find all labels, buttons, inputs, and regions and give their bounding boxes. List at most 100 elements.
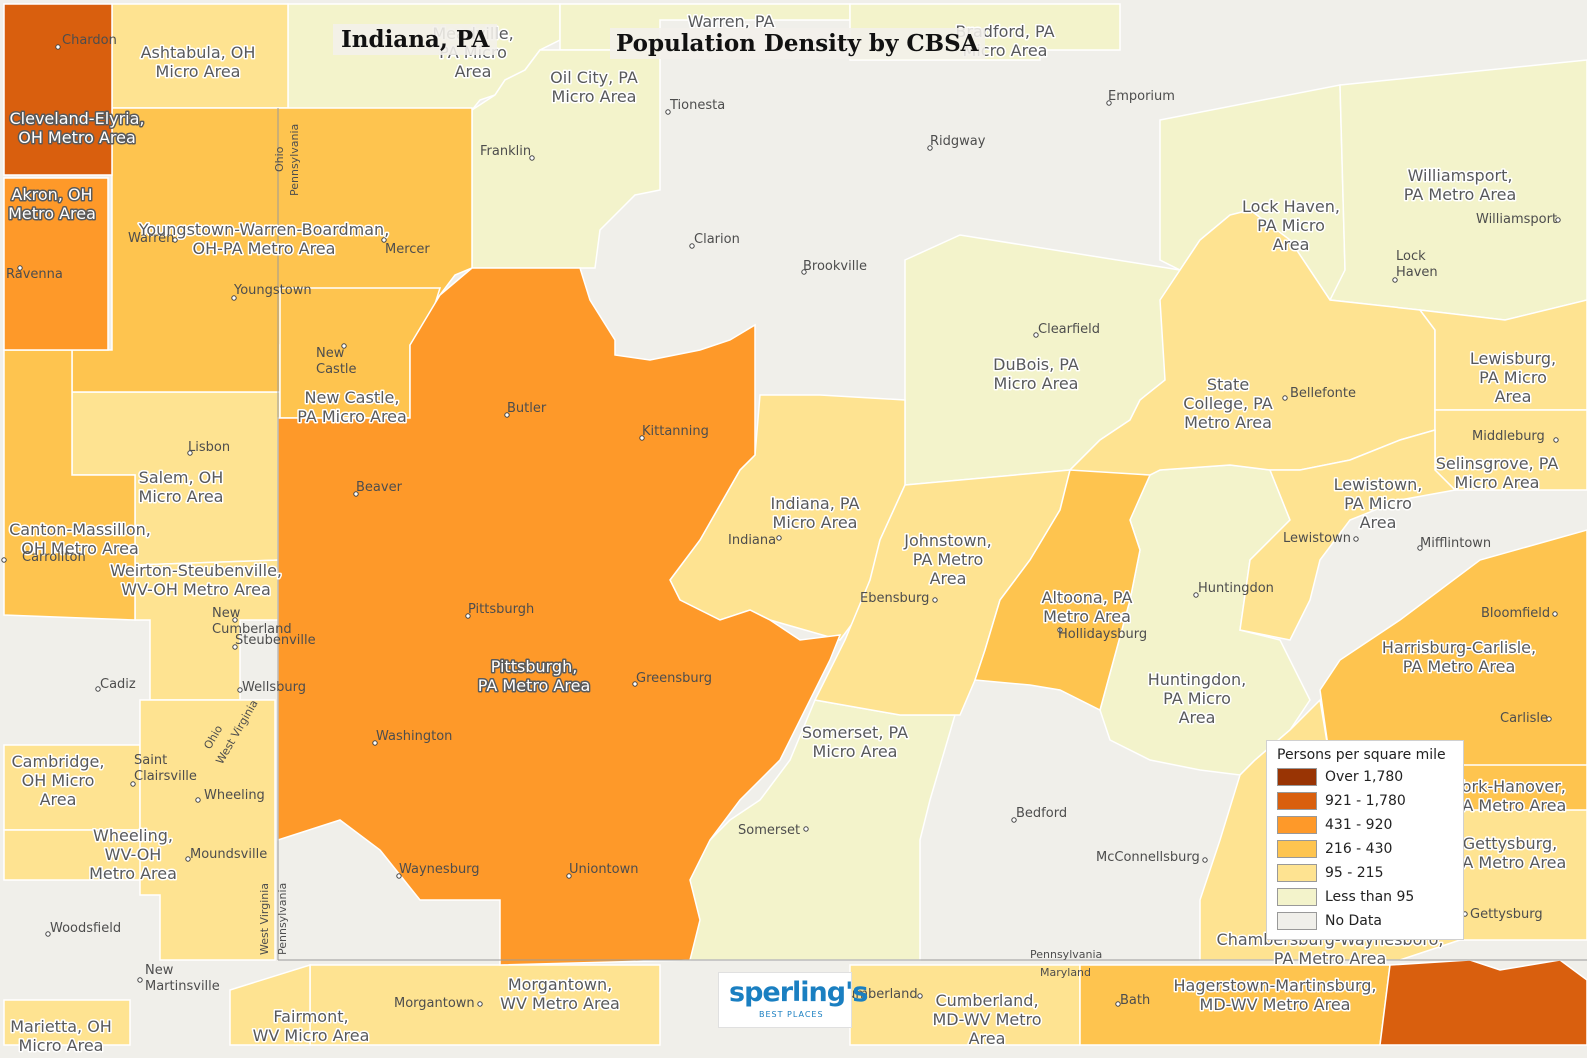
city-marker: Kittanning — [639, 424, 709, 441]
region-marietta — [3, 999, 131, 1046]
city-label: Lock Haven — [1396, 249, 1438, 280]
city-dot-icon — [231, 295, 237, 301]
city-dot-icon — [372, 740, 378, 746]
city-dot-icon — [95, 686, 101, 692]
cbsa-label: Harrisburg-Carlisle, PA Metro Area — [1382, 638, 1536, 676]
legend-swatch — [1277, 816, 1317, 834]
city-dot-icon — [529, 155, 535, 161]
legend-item: 431 - 920 — [1277, 815, 1392, 835]
city-marker: Ravenna — [6, 265, 63, 282]
city-label: Ebensburg — [860, 591, 929, 606]
state-label: West Virginia — [258, 883, 271, 955]
city-marker: McConnellsburg — [1096, 850, 1208, 865]
city-label: Greensburg — [636, 671, 712, 686]
city-dot-icon — [195, 797, 201, 803]
city-dot-icon — [1552, 611, 1558, 617]
city-marker: Carlisle — [1500, 711, 1552, 726]
city-label: Kittanning — [642, 424, 709, 439]
city-dot-icon — [1282, 395, 1288, 401]
city-marker: Wheeling — [195, 788, 265, 803]
legend-label: 95 - 215 — [1325, 865, 1384, 881]
city-label: Chardon — [62, 33, 117, 48]
city-marker: Gettysburg — [1462, 907, 1543, 922]
city-marker: New Martinsville — [137, 963, 220, 994]
city-dot-icon — [504, 412, 510, 418]
legend-item: 921 - 1,780 — [1277, 791, 1406, 811]
cbsa-label: Indiana, PA Micro Area — [771, 494, 860, 532]
city-marker: Beaver — [353, 480, 403, 497]
city-dot-icon — [465, 613, 471, 619]
state-label: Maryland — [1040, 966, 1091, 979]
sperlings-logo[interactable]: sperling's BEST PLACES — [718, 972, 868, 1028]
city-marker: Moundsville — [185, 847, 267, 862]
legend-swatch — [1277, 840, 1317, 858]
city-dot-icon — [1353, 536, 1359, 542]
cbsa-label: State College, PA Metro Area — [1183, 375, 1272, 432]
city-label: Franklin — [480, 144, 531, 159]
city-marker: Franklin — [480, 144, 535, 161]
city-label: Lewistown — [1283, 531, 1351, 546]
city-label: Wheeling — [204, 788, 265, 803]
city-marker: Ebensburg — [860, 591, 938, 606]
city-label: Carrollton — [22, 550, 86, 565]
legend-title: Persons per square mile — [1277, 747, 1446, 763]
city-label: Washington — [376, 729, 452, 744]
city-dot-icon — [353, 491, 359, 497]
city-dot-icon — [1057, 627, 1063, 633]
city-marker: Woodsfield — [45, 921, 121, 937]
city-label: Bath — [1120, 993, 1150, 1008]
cbsa-label: Selinsgrove, PA Micro Area — [1436, 454, 1559, 492]
city-label: Pittsburgh — [468, 602, 534, 617]
cbsa-label: Somerset, PA Micro Area — [802, 723, 908, 761]
city-label: Bellefonte — [1290, 386, 1356, 401]
legend-swatch — [1277, 864, 1317, 882]
city-marker: Uniontown — [566, 862, 638, 879]
city-dot-icon — [172, 237, 178, 243]
city-marker: Butler — [504, 401, 547, 418]
city-marker: Cumberland — [838, 987, 923, 1002]
city-labels: Chardon Tionesta Emporium Franklin Ridgway Wa… — [1, 33, 1561, 1011]
city-dot-icon — [1546, 716, 1552, 722]
legend-label: No Data — [1325, 913, 1382, 929]
city-dot-icon — [396, 873, 402, 879]
city-dot-icon — [1193, 592, 1199, 598]
city-label: Waynesburg — [399, 862, 480, 877]
city-label: Morgantown — [394, 996, 475, 1011]
city-marker: Somerset — [738, 823, 809, 838]
city-marker: Pittsburgh — [465, 602, 534, 619]
region-oil-city — [471, 49, 661, 269]
city-dot-icon — [639, 435, 645, 441]
city-label: Bloomfield — [1481, 606, 1550, 621]
logo-wordmark: sperling's — [729, 977, 868, 1008]
city-dot-icon — [381, 237, 387, 243]
city-label: Cumberland — [838, 987, 918, 1002]
legend-label: Less than 95 — [1325, 889, 1415, 905]
city-marker: Bath — [1115, 993, 1150, 1008]
city-label: Woodsfield — [50, 921, 121, 936]
city-marker: Clearfield — [1033, 322, 1100, 338]
city-marker: Chardon — [55, 33, 117, 50]
city-dot-icon — [1202, 857, 1208, 863]
legend-item: Over 1,780 — [1277, 767, 1403, 787]
city-dot-icon — [776, 535, 782, 541]
cbsa-label: Hagerstown-Martinsburg, MD-WV Metro Area — [1173, 976, 1376, 1014]
city-label: McConnellsburg — [1096, 850, 1200, 865]
density-legend: Persons per square mile Over 1,780 921 -… — [1266, 740, 1464, 940]
city-label: Tionesta — [669, 98, 725, 113]
city-dot-icon — [1011, 817, 1017, 823]
city-label: Saint Clairsville — [134, 753, 197, 784]
cbsa-label: Canton-Massillon, OH Metro Area — [9, 520, 151, 558]
legend-item: No Data — [1277, 911, 1382, 931]
city-marker: Clarion — [689, 232, 740, 249]
cbsa-label: Cambridge, OH Micro Area — [12, 752, 105, 809]
region-akron — [3, 177, 109, 351]
city-dot-icon — [1106, 100, 1112, 106]
region-lewistown — [1239, 429, 1457, 641]
city-label: Moundsville — [190, 847, 267, 862]
city-label: New Castle — [316, 346, 357, 377]
city-dot-icon — [1033, 332, 1039, 338]
city-dot-icon — [689, 243, 695, 249]
state-label: Pennsylvania — [288, 124, 301, 196]
